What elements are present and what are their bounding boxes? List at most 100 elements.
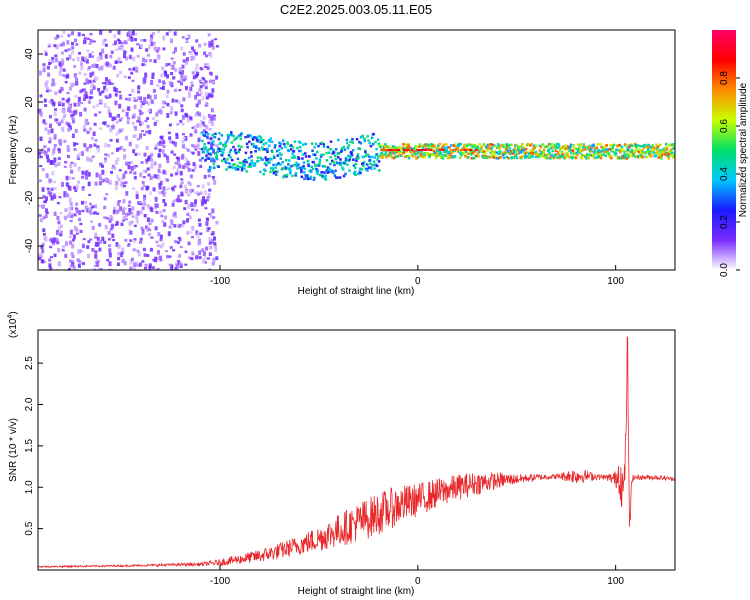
spectrogram-cell bbox=[332, 171, 335, 175]
spectrogram-cell bbox=[622, 156, 625, 160]
spectrogram-cell bbox=[142, 176, 146, 179]
spectrogram-cell bbox=[182, 165, 186, 169]
spectrogram-cell bbox=[541, 154, 544, 158]
spectrogram-cell bbox=[228, 162, 231, 165]
spectrogram-cell bbox=[587, 145, 591, 148]
spectrogram-cell bbox=[271, 167, 275, 170]
spectrogram-cell bbox=[103, 216, 107, 219]
spectrogram-cell bbox=[315, 157, 318, 160]
spectrogram-cell bbox=[224, 144, 228, 147]
spectrogram-cell bbox=[447, 150, 451, 154]
spectrogram-cell bbox=[115, 242, 119, 247]
spectrogram-cell bbox=[135, 144, 139, 149]
spectrogram-cell bbox=[90, 136, 94, 140]
spectrogram-cell bbox=[45, 196, 48, 201]
spectrogram-cell bbox=[351, 141, 354, 144]
y-tick-label: 0 bbox=[24, 147, 35, 153]
spectrogram-cell bbox=[604, 148, 607, 151]
spectrogram-cell bbox=[213, 135, 217, 139]
spectrogram-cell bbox=[464, 150, 468, 154]
spectrogram-cell bbox=[44, 122, 48, 126]
spectrogram-cell bbox=[495, 151, 499, 154]
spectrogram-cell bbox=[354, 173, 357, 176]
spectrogram-cell bbox=[323, 171, 326, 174]
spectrogram-y-label: Frequency (Hz) bbox=[8, 116, 19, 185]
spectrogram-cell bbox=[125, 111, 129, 117]
spectrogram-cell bbox=[321, 165, 325, 168]
spectrogram-cell bbox=[198, 88, 202, 92]
spectrogram-cell bbox=[181, 153, 185, 159]
spectrogram-cell bbox=[655, 143, 658, 146]
spectrogram-cell bbox=[116, 262, 120, 267]
spectrogram-cell bbox=[213, 179, 217, 185]
spectrogram-cell bbox=[83, 128, 87, 132]
spectrogram-cell bbox=[104, 54, 108, 59]
spectrogram-cell bbox=[141, 206, 145, 210]
spectrogram-cell bbox=[139, 237, 143, 241]
spectrogram-cell bbox=[157, 154, 161, 158]
spectrogram-cell bbox=[631, 154, 634, 158]
spectrogram-cell bbox=[670, 151, 674, 155]
spectrogram-cell bbox=[181, 114, 185, 120]
spectrogram-cell bbox=[508, 147, 512, 150]
spectrogram-cell bbox=[207, 148, 211, 151]
spectrogram-cell bbox=[236, 164, 239, 168]
spectrogram-cell bbox=[237, 134, 241, 137]
spectrogram-cell bbox=[90, 206, 94, 211]
spectrogram-cell bbox=[329, 140, 333, 143]
spectrogram-cell bbox=[376, 158, 379, 161]
spectrogram-cell bbox=[510, 143, 513, 147]
spectrogram-cell bbox=[150, 158, 154, 162]
spectrogram-cell bbox=[53, 194, 57, 200]
spectrogram-cell bbox=[112, 239, 116, 242]
spectrogram-cell bbox=[156, 203, 159, 209]
spectrogram-cell bbox=[157, 175, 161, 181]
spectrogram-cell bbox=[72, 113, 76, 116]
spectrogram-cell bbox=[87, 253, 90, 259]
spectrogram-cell bbox=[619, 151, 622, 154]
spectrogram-cell bbox=[109, 54, 113, 59]
spectrogram-cell bbox=[123, 53, 126, 59]
spectrogram-cell bbox=[651, 151, 654, 154]
spectrogram-cell bbox=[97, 267, 101, 270]
spectrogram-cell bbox=[345, 138, 349, 142]
spectrogram-cell bbox=[442, 155, 445, 158]
spectrogram-cell bbox=[50, 128, 54, 134]
spectrogram-cell bbox=[59, 230, 63, 234]
spectrogram-cell bbox=[122, 216, 126, 219]
spectrogram-cell bbox=[472, 157, 476, 160]
spectrogram-cell bbox=[588, 150, 592, 153]
spectrogram-cell bbox=[61, 102, 65, 107]
spectrogram-cell bbox=[56, 121, 60, 125]
spectrogram-cell bbox=[174, 161, 178, 165]
spectrogram-cell bbox=[297, 140, 301, 144]
spectrogram-cell bbox=[39, 111, 43, 116]
spectrogram-cell bbox=[181, 36, 185, 39]
spectrogram-cell bbox=[190, 81, 194, 84]
spectrogram-cell bbox=[182, 220, 186, 225]
spectrogram-cell bbox=[71, 243, 75, 249]
spectrogram-cell bbox=[140, 187, 144, 191]
spectrogram-cell bbox=[491, 143, 494, 147]
spectrogram-cell bbox=[445, 150, 449, 153]
spectrogram-cell bbox=[110, 82, 114, 85]
spectrogram-cell bbox=[127, 164, 131, 170]
spectrogram-cell bbox=[325, 151, 328, 155]
spectrogram-cell bbox=[267, 158, 270, 161]
spectrogram-cell bbox=[193, 124, 197, 130]
spectrogram-cell bbox=[617, 156, 620, 159]
spectrogram-cell bbox=[95, 172, 99, 178]
spectrogram-cell bbox=[119, 94, 123, 100]
spectrogram-cell bbox=[508, 143, 511, 147]
spectrogram-cell bbox=[204, 65, 208, 69]
spectrogram-cell bbox=[68, 176, 72, 180]
spectrogram-cell bbox=[351, 149, 355, 152]
spectrogram-cell bbox=[54, 108, 57, 111]
spectrogram-cell bbox=[352, 164, 356, 167]
spectrogram-cell bbox=[50, 98, 54, 102]
spectrogram-cell bbox=[170, 57, 174, 60]
spectrogram-cell bbox=[71, 254, 75, 259]
spectrogram-cell bbox=[159, 238, 163, 242]
spectrogram-cell bbox=[191, 253, 195, 256]
spectrogram-cell bbox=[552, 155, 556, 158]
